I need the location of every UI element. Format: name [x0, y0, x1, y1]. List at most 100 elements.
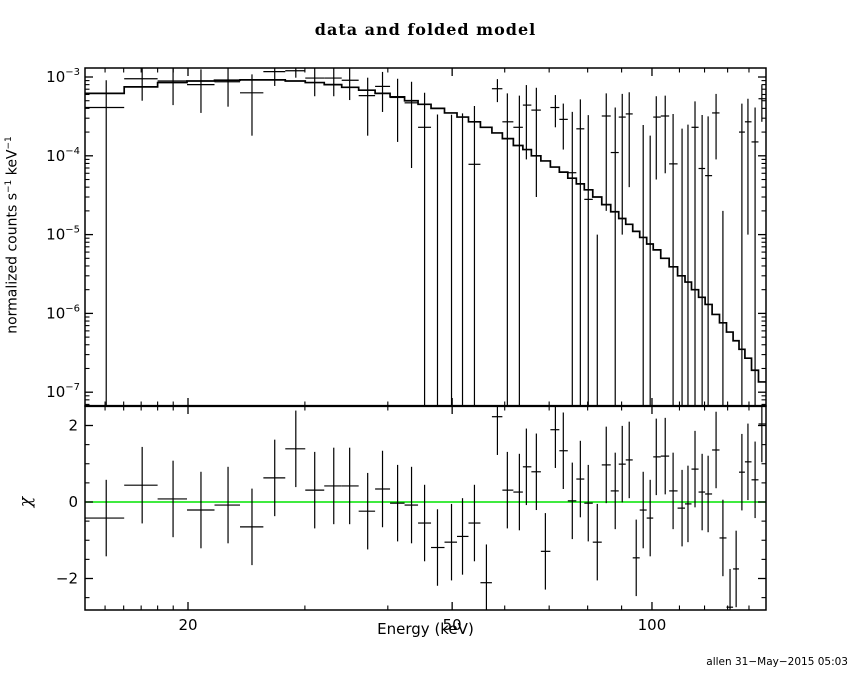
residual-data-point: [375, 450, 391, 528]
spectrum-data-point: [305, 68, 325, 97]
spectrum-data-point: [390, 78, 405, 142]
model-step-curve-group: [85, 79, 766, 383]
spectrum-data-point: [502, 93, 514, 406]
top-panel-frame: [84, 67, 767, 407]
residual-data-point: [305, 451, 325, 529]
user-timestamp-stamp: allen 31−May−2015 05:03: [706, 656, 848, 668]
residual-data-point: [751, 441, 759, 519]
residual-data-point: [618, 425, 626, 503]
spectrum-data-point: [653, 96, 661, 180]
spectrum-data-point: [263, 68, 286, 86]
residual-data-point: [285, 410, 306, 488]
residual-data-point: [632, 519, 640, 597]
residual-data-point: [124, 446, 158, 524]
spectrum-data-point: [375, 71, 391, 112]
spectrum-data-points: [85, 68, 766, 406]
residual-data-point: [85, 479, 125, 557]
residual-data-point: [341, 447, 359, 525]
y-tick-label: 10−3: [46, 67, 80, 86]
residual-data-point: [685, 465, 692, 543]
spectrum-data-point: [358, 77, 376, 136]
spectrum-data-point: [758, 85, 766, 122]
residual-data-point: [157, 460, 188, 538]
spectrum-data-point: [341, 68, 359, 101]
x-axis-label: Energy (keV): [377, 620, 474, 638]
residual-data-point: [576, 440, 585, 518]
residual-data-point: [480, 544, 492, 610]
plot-title: data and folded model: [314, 20, 537, 39]
residual-data-point: [712, 411, 720, 489]
residual-data-point: [513, 453, 523, 531]
residual-data-points: [85, 406, 766, 610]
axis-ticks: [85, 68, 766, 610]
y-tick-label: 10−4: [46, 146, 80, 165]
residual-data-point: [550, 406, 560, 468]
x-tick-label: 100: [638, 616, 667, 634]
residual-data-point: [404, 466, 419, 544]
y-tick-label: 10−7: [46, 382, 80, 401]
chi-tick-label: −2: [56, 570, 78, 588]
spectrum-data-point: [691, 101, 699, 406]
spectrum-data-point: [513, 95, 523, 406]
residual-data-point: [733, 530, 740, 608]
spectrum-data-point: [744, 98, 752, 235]
residual-data-point: [744, 423, 752, 501]
spectrum-data-point: [669, 114, 678, 406]
residual-data-point: [502, 451, 514, 529]
residual-data-point: [187, 471, 215, 549]
spectrum-data-point: [739, 103, 745, 406]
residual-data-point: [540, 513, 551, 590]
residual-data-point: [592, 503, 602, 581]
spectrum-data-point: [404, 81, 419, 169]
residual-data-point: [567, 462, 577, 540]
residual-data-point: [719, 499, 727, 577]
axes-frame: [84, 67, 767, 611]
x-tick-label: 50: [443, 616, 462, 634]
residual-data-point: [358, 472, 376, 550]
x-tick-label: 20: [178, 616, 197, 634]
residual-data-point: [240, 488, 264, 566]
residual-data-point: [625, 421, 633, 499]
spectrum-data-point: [660, 95, 670, 174]
residual-data-point: [705, 455, 713, 533]
residual-data-point: [698, 453, 706, 531]
spectrum-data-point: [705, 116, 713, 406]
residual-data-point: [677, 469, 686, 547]
spectrum-data-point: [751, 107, 759, 406]
residual-data-point: [468, 484, 481, 562]
spectrum-data-point: [559, 103, 568, 150]
residual-data-point: [601, 426, 611, 504]
spectrum-data-point: [567, 111, 577, 406]
spectrum-data-point: [618, 93, 626, 235]
spectrum-data-point: [576, 99, 585, 406]
spectrum-data-point: [601, 93, 611, 211]
chi-tick-label: 0: [68, 493, 78, 511]
residual-data-point: [491, 406, 503, 455]
residual-data-point: [739, 433, 745, 511]
residual-data-point: [758, 406, 766, 463]
spectrum-data-point: [124, 68, 158, 101]
spectrum-data-point: [468, 106, 481, 406]
residual-data-point: [444, 503, 458, 581]
spectrum-data-point: [85, 80, 125, 406]
residual-data-point: [324, 447, 342, 525]
spectrum-data-point: [584, 115, 593, 406]
residual-data-point: [669, 452, 678, 530]
residual-data-point: [646, 479, 654, 557]
bottom-panel-frame: [84, 405, 767, 611]
spectrum-data-point: [157, 68, 188, 106]
residual-data-point: [531, 433, 541, 511]
spectrum-data-point: [187, 69, 215, 113]
residual-data-point: [431, 509, 445, 586]
residual-data-point: [559, 412, 568, 489]
residual-data-point: [660, 417, 670, 495]
spectrum-data-point: [491, 79, 503, 103]
spectrum-data-point: [214, 68, 241, 107]
residual-data-point: [610, 452, 619, 530]
residual-data-point: [214, 466, 241, 544]
y-tick-label: 10−5: [46, 225, 80, 244]
residual-data-point: [457, 498, 469, 575]
